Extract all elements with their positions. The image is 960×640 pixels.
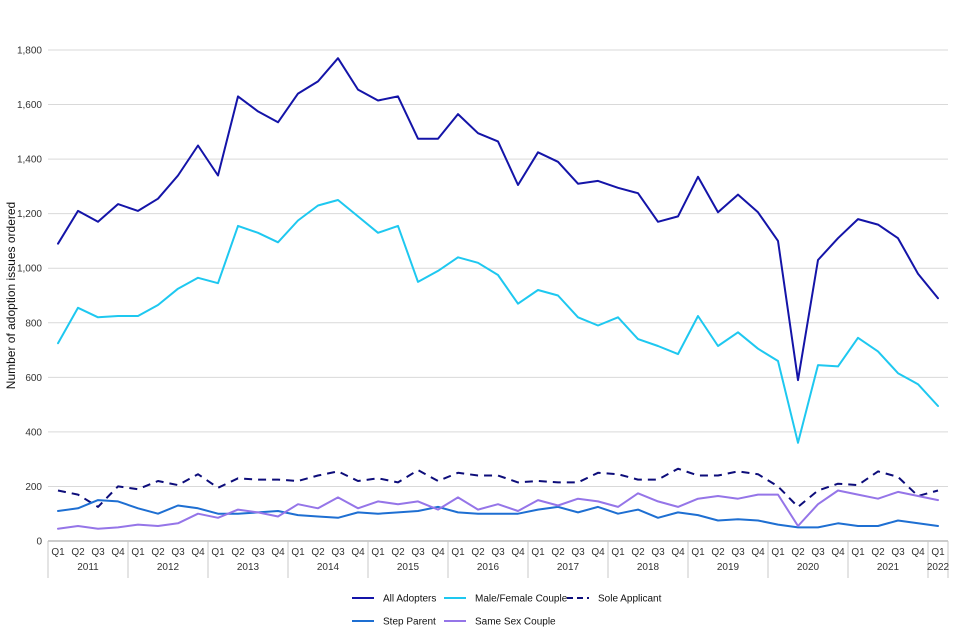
x-tick-label: Q1 bbox=[771, 547, 785, 558]
x-tick-label: Q1 bbox=[691, 547, 705, 558]
x-tick-label: Q2 bbox=[871, 547, 885, 558]
x-tick-label: Q1 bbox=[531, 547, 545, 558]
year-label: 2016 bbox=[477, 562, 500, 573]
x-tick-label: Q4 bbox=[351, 547, 365, 558]
legend-item: All Adopters bbox=[352, 594, 436, 605]
x-tick-label: Q4 bbox=[271, 547, 285, 558]
x-tick-label: Q4 bbox=[431, 547, 445, 558]
year-label: 2017 bbox=[557, 562, 580, 573]
series-line-all-adopters bbox=[57, 57, 939, 382]
legend: All Adopters Male/Female Couple Sole Appli… bbox=[352, 594, 662, 628]
legend-label: All Adopters bbox=[383, 594, 436, 605]
x-tick-label: Q2 bbox=[711, 547, 725, 558]
x-tick-label: Q3 bbox=[491, 547, 505, 558]
year-label: 2012 bbox=[157, 562, 180, 573]
x-tick-label: Q3 bbox=[571, 547, 585, 558]
y-tick-label: 0 bbox=[36, 537, 42, 548]
y-tick-label: 600 bbox=[25, 373, 42, 384]
legend-label: Step Parent bbox=[383, 617, 436, 628]
x-tick-label: Q1 bbox=[611, 547, 625, 558]
year-label: 2018 bbox=[637, 562, 660, 573]
legend-item: Sole Applicant bbox=[567, 594, 662, 605]
series-line-step-parent bbox=[57, 499, 939, 529]
year-label: 2022 bbox=[927, 562, 950, 573]
x-tick-label: Q3 bbox=[331, 547, 345, 558]
x-tick-label: Q2 bbox=[471, 547, 485, 558]
x-tick-label: Q2 bbox=[151, 547, 165, 558]
x-tick-label: Q3 bbox=[891, 547, 905, 558]
x-tick-label: Q2 bbox=[71, 547, 85, 558]
year-label: 2021 bbox=[877, 562, 900, 573]
year-label: 2013 bbox=[237, 562, 260, 573]
x-tick-label: Q2 bbox=[391, 547, 405, 558]
y-tick-label: 1,800 bbox=[17, 46, 42, 57]
series-line-male-female-couple bbox=[57, 199, 939, 444]
year-label: 2015 bbox=[397, 562, 420, 573]
x-tick-label: Q3 bbox=[251, 547, 265, 558]
year-label: 2019 bbox=[717, 562, 740, 573]
x-tick-label: Q1 bbox=[931, 547, 945, 558]
x-tick-label: Q2 bbox=[631, 547, 645, 558]
x-tick-label: Q2 bbox=[791, 547, 805, 558]
y-tick-label: 800 bbox=[25, 318, 42, 329]
x-tick-label: Q1 bbox=[371, 547, 385, 558]
x-tick-label: Q4 bbox=[511, 547, 525, 558]
y-axis-label: Number of adoption issues ordered bbox=[4, 202, 18, 389]
x-tick-label: Q1 bbox=[291, 547, 305, 558]
year-label: 2011 bbox=[77, 562, 99, 573]
year-label: 2020 bbox=[797, 562, 820, 573]
x-tick-label: Q3 bbox=[411, 547, 425, 558]
x-tick-label: Q3 bbox=[651, 547, 665, 558]
x-tick-label: Q4 bbox=[111, 547, 125, 558]
x-tick-label: Q1 bbox=[451, 547, 465, 558]
y-tick-label: 1,400 bbox=[17, 155, 42, 166]
x-tick-label: Q4 bbox=[191, 547, 205, 558]
x-tick-label: Q3 bbox=[731, 547, 745, 558]
x-tick-label: Q2 bbox=[551, 547, 565, 558]
legend-label: Male/Female Couple bbox=[475, 594, 568, 605]
series-line-sole-applicant bbox=[57, 467, 939, 508]
x-tick-label: Q1 bbox=[211, 547, 225, 558]
x-tick-label: Q2 bbox=[311, 547, 325, 558]
y-tick-label: 400 bbox=[25, 427, 42, 438]
x-tick-label: Q4 bbox=[671, 547, 685, 558]
legend-label: Same Sex Couple bbox=[475, 617, 556, 628]
legend-item: Step Parent bbox=[352, 617, 436, 628]
y-axis-ticks: 0 200 400 600 800 1,000 1,200 1,400 1,600 1,800 bbox=[17, 46, 42, 548]
x-axis: Q1 Q2 Q3 Q4 Q1 Q2 Q3 Q4 Q1 Q2 Q3 Q4 Q1 Q2 Q3 Q4 Q1 Q2 Q3 Q4… bbox=[47, 541, 950, 578]
series-line-same-sex-couple bbox=[57, 489, 939, 530]
x-tick-label: Q4 bbox=[751, 547, 765, 558]
y-tick-label: 1,000 bbox=[17, 264, 42, 275]
legend-label: Sole Applicant bbox=[598, 594, 662, 605]
series-lines bbox=[57, 57, 939, 530]
x-tick-label: Q3 bbox=[811, 547, 825, 558]
x-tick-label: Q1 bbox=[131, 547, 145, 558]
y-tick-label: 1,200 bbox=[17, 209, 42, 220]
legend-item: Same Sex Couple bbox=[444, 617, 556, 628]
year-label: 2014 bbox=[317, 562, 340, 573]
x-tick-label: Q4 bbox=[831, 547, 845, 558]
x-tick-label: Q4 bbox=[591, 547, 605, 558]
x-tick-label: Q4 bbox=[911, 547, 925, 558]
x-tick-label: Q3 bbox=[91, 547, 105, 558]
x-tick-label: Q1 bbox=[851, 547, 865, 558]
x-tick-label: Q2 bbox=[231, 547, 245, 558]
gridlines bbox=[48, 49, 948, 542]
legend-item: Male/Female Couple bbox=[444, 594, 568, 605]
x-tick-label: Q1 bbox=[51, 547, 65, 558]
x-tick-label: Q3 bbox=[171, 547, 185, 558]
y-tick-label: 200 bbox=[25, 482, 42, 493]
y-tick-label: 1,600 bbox=[17, 100, 42, 111]
